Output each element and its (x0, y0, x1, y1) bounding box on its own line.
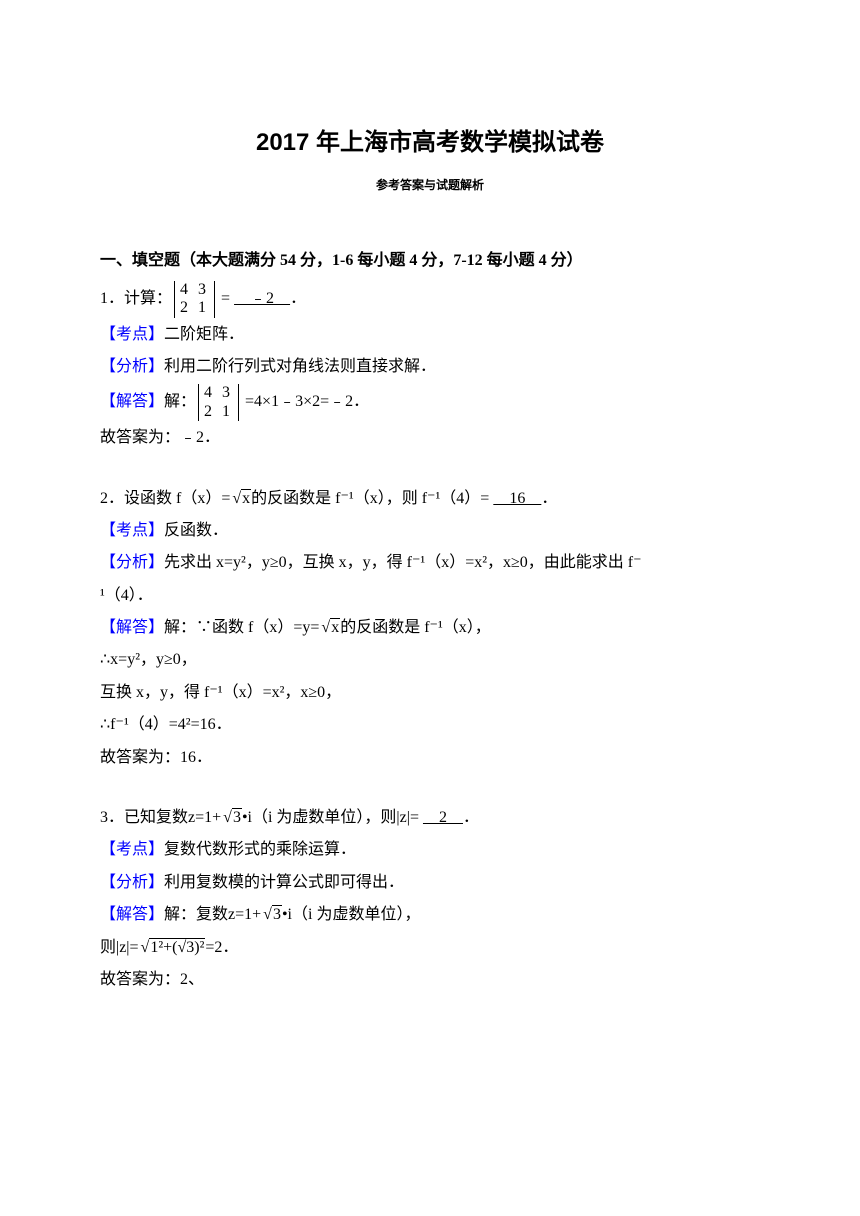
q3-kaodian: 【考点】复数代数形式的乘除运算． (100, 835, 760, 865)
q2-stem-b: 的反函数是 f⁻¹（x），则 f⁻¹（4）= (251, 490, 493, 507)
q2-conclusion: 故答案为：16． (100, 743, 760, 773)
q1-equals: = (217, 290, 234, 307)
q3-jieda-b: •i（i 为虚数单位）， (282, 906, 421, 923)
kaodian-text: 二阶矩阵． (164, 326, 244, 343)
q2-jieda-a: 解：∵函数 f（x）=y= (164, 619, 319, 636)
section-header: 一、填空题（本大题满分 54 分，1-6 每小题 4 分，7-12 每小题 4 … (100, 246, 760, 276)
q1-matrix-r1: 4 3 (180, 281, 209, 299)
sqrt-icon: x (230, 484, 251, 514)
q3-answer: 2 (423, 809, 463, 826)
q2-jieda: 【解答】解：∵函数 f（x）=y= x的反函数是 f⁻¹（x）， (100, 613, 760, 643)
q3-sqrt3: 3 (232, 808, 242, 826)
q2-period: ． (541, 490, 557, 507)
kaodian-label: 【考点】 (100, 522, 164, 539)
q1-matrix-r2: 2 1 (180, 299, 209, 317)
fenxi-label: 【分析】 (100, 554, 164, 571)
jieda-label: 【解答】 (100, 619, 164, 636)
q1-matrix2-r1: 4 3 (204, 384, 233, 402)
question-1: 1．计算：4 32 1 = ﹣2 ． 【考点】二阶矩阵． 【分析】利用二阶行列式… (100, 281, 760, 454)
kaodian-text: 复数代数形式的乘除运算． (164, 841, 356, 858)
q2-line3: 互换 x，y，得 f⁻¹（x）=x²，x≥0， (100, 678, 760, 708)
q2-jieda-b: 的反函数是 f⁻¹（x）， (340, 619, 491, 636)
page-subtitle: 参考答案与试题解析 (100, 174, 760, 197)
q3-line2-a: 则|z|= (100, 939, 139, 956)
q2-stem: 2．设函数 f（x）= x的反函数是 f⁻¹（x），则 f⁻¹（4）= 16 ． (100, 484, 760, 514)
q2-line4: ∴f⁻¹（4）=4²=16． (100, 710, 760, 740)
sqrt-icon: 1²+(√3)² (139, 933, 206, 963)
q1-stem-pre: 1．计算： (100, 290, 172, 307)
question-2: 2．设函数 f（x）=x的反函数是 f⁻¹（x），则 f⁻¹（4）= 16 ． … (100, 484, 760, 774)
q2-fenxi-b: ¹（4）． (100, 581, 760, 611)
q3-stem-b: •i（i 为虚数单位），则|z|= (242, 809, 423, 826)
q2-kaodian: 【考点】反函数． (100, 516, 760, 546)
q1-fenxi: 【分析】利用二阶行列式对角线法则直接求解． (100, 352, 760, 382)
q3-period: ． (463, 809, 479, 826)
q3-jieda: 【解答】解：复数z=1+ 3•i（i 为虚数单位）， (100, 900, 760, 930)
q3-line2-b: =2． (205, 939, 238, 956)
q3-line2: 则|z|= 1²+(√3)²=2． (100, 933, 760, 963)
jieda-pre: 解： (164, 393, 196, 410)
question-3: 3．已知复数z=1+3•i（i 为虚数单位），则|z|= 2 ． 【考点】复数代… (100, 803, 760, 995)
q1-period: ． (290, 290, 306, 307)
q1-matrix: 4 32 1 (174, 281, 215, 318)
fenxi-text: 利用复数模的计算公式即可得出． (164, 874, 404, 891)
fenxi-label: 【分析】 (100, 874, 164, 891)
q2-sqrt-body2: x (330, 618, 340, 636)
q2-sqrt-body: x (241, 489, 251, 507)
q1-matrix-2: 4 32 1 (198, 384, 239, 421)
q1-jieda: 【解答】解：4 32 1 =4×1﹣3×2=﹣2． (100, 384, 760, 421)
q1-kaodian: 【考点】二阶矩阵． (100, 320, 760, 350)
page-title: 2017 年上海市高考数学模拟试卷 (100, 120, 760, 166)
kaodian-text: 反函数． (164, 522, 228, 539)
q3-stem-a: 3．已知复数z=1+ (100, 809, 221, 826)
q1-conclusion: 故答案为：﹣2． (100, 423, 760, 453)
q1-matrix2-r2: 2 1 (204, 403, 233, 421)
q2-fenxi-a: 【分析】先求出 x=y²，y≥0，互换 x，y，得 f⁻¹（x）=x²，x≥0，… (100, 548, 760, 578)
q2-answer: 16 (493, 490, 541, 507)
jieda-label: 【解答】 (100, 393, 164, 410)
q3-sqrt3b: 3 (272, 905, 282, 923)
fenxi-text-a: 先求出 x=y²，y≥0，互换 x，y，得 f⁻¹（x）=x²，x≥0，由此能求… (164, 554, 642, 571)
sqrt-icon: x (319, 613, 340, 643)
sqrt-icon: 3 (261, 900, 282, 930)
fenxi-text: 利用二阶行列式对角线法则直接求解． (164, 358, 436, 375)
q3-fenxi: 【分析】利用复数模的计算公式即可得出． (100, 868, 760, 898)
q1-stem: 1．计算：4 32 1 = ﹣2 ． (100, 281, 760, 318)
jieda-post: =4×1﹣3×2=﹣2． (241, 393, 369, 410)
q1-answer: ﹣2 (234, 290, 290, 307)
kaodian-label: 【考点】 (100, 326, 164, 343)
q2-line2: ∴x=y²，y≥0， (100, 645, 760, 675)
q3-stem: 3．已知复数z=1+ 3•i（i 为虚数单位），则|z|= 2 ． (100, 803, 760, 833)
jieda-label: 【解答】 (100, 906, 164, 923)
q3-jieda-a: 解：复数z=1+ (164, 906, 261, 923)
q3-mod-body: 1²+(√3)² (149, 938, 205, 956)
q2-stem-a: 2．设函数 f（x）= (100, 490, 230, 507)
q3-conclusion: 故答案为：2、 (100, 965, 760, 995)
fenxi-label: 【分析】 (100, 358, 164, 375)
sqrt-icon: 3 (221, 803, 242, 833)
kaodian-label: 【考点】 (100, 841, 164, 858)
